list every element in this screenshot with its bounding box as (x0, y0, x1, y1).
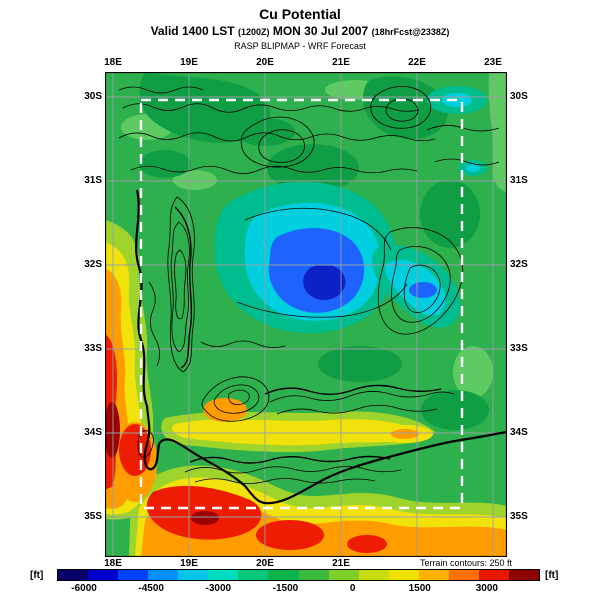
colorbar-tick-labels: -6000 -4500 -3000 -1500 0 1500 3000 (57, 583, 540, 595)
colorbar-gradient (57, 569, 540, 581)
colorbar-tick: 1500 (408, 583, 431, 594)
colorbar-segment (208, 570, 239, 580)
colorbar-segment (178, 570, 209, 580)
colorbar-segment (328, 570, 359, 580)
cu-potential-map (105, 72, 507, 557)
terrain-contour-note: Terrain contours: 250 ft (419, 558, 512, 568)
lat-tick-left: 34S (84, 427, 102, 438)
lat-tick-left: 31S (84, 175, 102, 186)
forecast-offset: (18hrFcst@2338Z) (371, 27, 450, 37)
lat-tick-right: 32S (510, 259, 528, 270)
lat-tick-right: 31S (510, 175, 528, 186)
coastline (135, 189, 507, 505)
colorbar-tick: -3000 (205, 583, 232, 594)
domain-boundary (139, 98, 464, 510)
colorbar-segment (418, 570, 449, 580)
colorbar-tick: 3000 (475, 583, 498, 594)
lon-tick-top: 18E (104, 57, 122, 68)
valid-time-line: Valid 1400 LST (1200Z) MON 30 Jul 2007 (… (0, 24, 600, 38)
lat-tick-left: 33S (84, 343, 102, 354)
lat-tick-left: 30S (84, 91, 102, 102)
colorbar-segment (118, 570, 149, 580)
lat-tick-right: 35S (510, 511, 528, 522)
lon-tick-top: 22E (408, 57, 426, 68)
colorbar-segment (388, 570, 419, 580)
colorbar-segment (478, 570, 509, 580)
colorbar-segment (268, 570, 299, 580)
colorbar-tick: -6000 (71, 583, 97, 594)
colorbar-segment (508, 570, 539, 580)
colorbar-segment (358, 570, 389, 580)
lat-tick-left: 35S (84, 511, 102, 522)
grid-lines (105, 72, 507, 557)
page-title: Cu Potential (259, 6, 341, 22)
lon-tick-bottom: 21E (332, 558, 350, 569)
lon-tick-bottom: 20E (256, 558, 274, 569)
lat-tick-right: 34S (510, 427, 528, 438)
map-frame (105, 72, 507, 557)
colorbar-segment (58, 570, 89, 580)
lon-tick-top: 19E (180, 57, 198, 68)
lon-tick-top: 20E (256, 57, 274, 68)
lon-tick-top: 21E (332, 57, 350, 68)
colorbar-tick: 0 (349, 583, 356, 594)
model-line: RASP BLIPMAP - WRF Forecast (234, 41, 366, 51)
terrain-contours (118, 86, 500, 484)
colorbar-segment (298, 570, 329, 580)
lat-tick-right: 30S (510, 91, 528, 102)
valid-time: Valid 1400 LST (150, 24, 235, 38)
colorbar-tick: -1500 (272, 583, 299, 594)
lon-tick-bottom: 19E (180, 558, 198, 569)
lat-tick-left: 32S (84, 259, 102, 270)
valid-time-zulu: (1200Z) (237, 27, 270, 37)
colorbar-unit-left: [ft] (30, 570, 44, 581)
colorbar-segment (238, 570, 269, 580)
map-canvas (105, 72, 507, 557)
lat-tick-right: 33S (510, 343, 528, 354)
lon-tick-bottom: 18E (104, 558, 122, 569)
valid-date: MON 30 Jul 2007 (272, 24, 369, 38)
colorbar-tick: -4500 (138, 583, 164, 594)
colorbar-segment (88, 570, 119, 580)
colorbar-segment (448, 570, 479, 580)
colorbar-unit-right: [ft] (545, 570, 559, 581)
lon-tick-top: 23E (484, 57, 502, 68)
colorbar-segment (148, 570, 179, 580)
cu-potential-field (105, 72, 507, 557)
